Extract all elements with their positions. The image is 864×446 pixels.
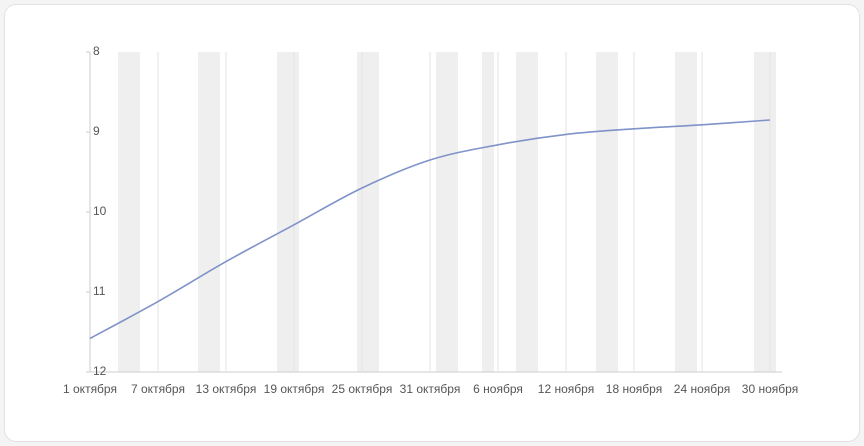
x-tick-label: 12 ноября: [538, 382, 594, 396]
x-tick-label: 25 октября: [332, 382, 393, 396]
x-tick-label: 13 октября: [196, 382, 257, 396]
x-tick-label: 30 ноября: [742, 382, 798, 396]
x-tick-label: 19 октября: [264, 382, 325, 396]
x-tick-label: 1 октября: [63, 382, 117, 396]
y-tick-label: 8: [93, 44, 100, 58]
x-tick-label: 6 ноября: [473, 382, 523, 396]
chart-card: [4, 4, 860, 442]
y-tick-label: 9: [93, 124, 100, 138]
y-tick-label: 11: [93, 284, 106, 298]
y-tick-label: 10: [93, 204, 107, 218]
weekend-bands: [118, 52, 776, 372]
x-tick-label: 31 октября: [400, 382, 461, 396]
x-tick-label: 24 ноября: [674, 382, 730, 396]
x-tick-label: 7 октября: [131, 382, 185, 396]
line: [89, 119, 771, 340]
y-tick-label: 12: [93, 364, 107, 378]
x-tick-label: 18 ноября: [606, 382, 662, 396]
